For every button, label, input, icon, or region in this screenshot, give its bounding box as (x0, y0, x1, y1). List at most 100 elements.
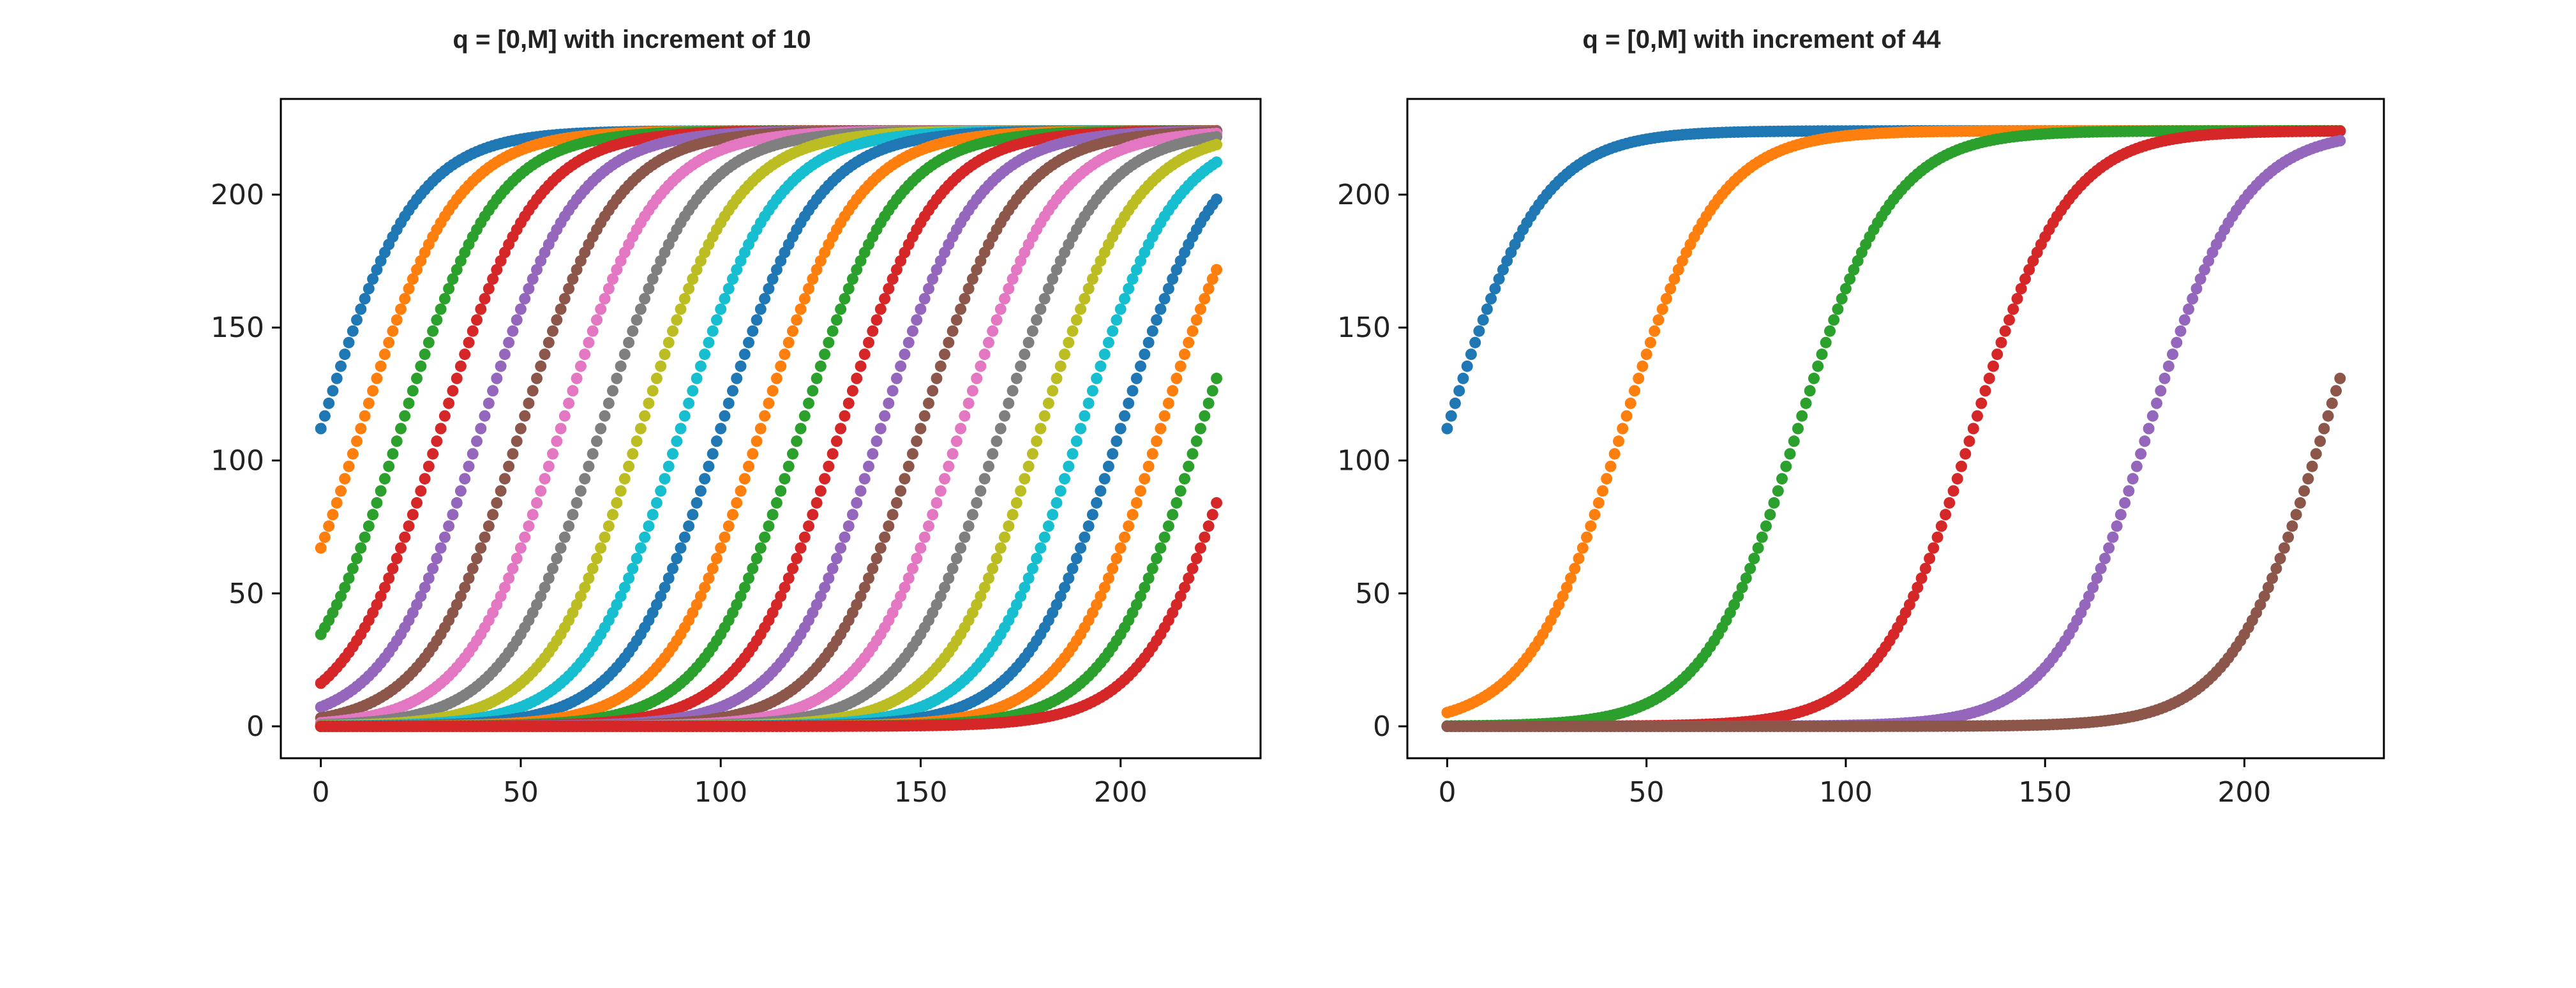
data-point (719, 531, 731, 543)
data-point (923, 397, 934, 409)
data-point (431, 553, 443, 564)
data-point (574, 485, 587, 497)
data-point (503, 572, 515, 584)
data-point (539, 348, 551, 361)
data-point (1211, 138, 1223, 151)
data-point (479, 410, 491, 422)
data-point (918, 531, 931, 543)
data-point (950, 314, 962, 326)
data-point (571, 372, 583, 384)
data-point (555, 303, 567, 315)
data-point (615, 590, 627, 603)
data-point (359, 293, 371, 304)
data-point (791, 314, 803, 326)
data-point (779, 581, 791, 594)
data-point (631, 553, 643, 564)
data-point (634, 303, 647, 315)
data-point (615, 485, 627, 497)
data-point (631, 314, 643, 326)
data-point (1003, 520, 1015, 532)
data-point (571, 264, 583, 276)
data-point (803, 283, 814, 295)
data-point (754, 303, 767, 315)
data-point (902, 336, 915, 348)
data-point (419, 348, 431, 361)
data-point (323, 397, 335, 409)
data-point (335, 360, 347, 372)
data-point (827, 325, 839, 337)
data-point (814, 485, 827, 497)
data-point (1127, 509, 1139, 521)
data-point (835, 423, 847, 435)
data-point (846, 509, 858, 521)
data-point (950, 553, 962, 564)
data-point (411, 372, 423, 384)
data-point (647, 273, 659, 285)
data-point (871, 553, 883, 564)
data-point (1075, 303, 1087, 315)
data-point (934, 590, 947, 603)
data-point (798, 410, 811, 422)
data-point (359, 531, 371, 543)
data-point (743, 572, 754, 584)
data-point (1211, 264, 1223, 276)
series-19 (315, 138, 1223, 732)
data-point (1130, 497, 1142, 509)
data-point (1107, 448, 1119, 460)
data-point (1171, 372, 1183, 384)
data-point (463, 572, 475, 584)
data-point (523, 397, 535, 409)
data-point (511, 435, 523, 447)
data-point (454, 485, 467, 497)
data-point (659, 473, 671, 485)
data-point (663, 336, 675, 348)
data-point (1195, 303, 1206, 315)
data-point (991, 553, 1003, 564)
data-point (607, 509, 618, 521)
data-point (387, 325, 399, 337)
data-point (966, 273, 978, 285)
data-point (803, 520, 814, 532)
data-point (987, 562, 999, 574)
data-point (959, 531, 971, 543)
data-point (731, 372, 743, 384)
data-point (807, 273, 819, 285)
data-point (634, 542, 647, 554)
data-point (643, 520, 655, 532)
data-point (643, 397, 655, 409)
data-point (498, 348, 511, 361)
data-point (1026, 325, 1038, 337)
data-point (438, 293, 451, 304)
data-point (971, 372, 983, 384)
data-point (906, 562, 918, 574)
data-point (991, 314, 1003, 326)
data-point (391, 435, 403, 447)
data-point (563, 397, 575, 409)
data-point (363, 397, 375, 409)
data-point (531, 372, 543, 384)
data-point (791, 553, 803, 564)
data-point (454, 590, 467, 603)
data-point (787, 448, 798, 460)
data-point (823, 572, 835, 584)
data-point (1003, 397, 1015, 409)
data-point (1179, 348, 1190, 361)
data-point (471, 553, 483, 564)
data-point (459, 581, 471, 594)
data-point (574, 360, 587, 372)
data-point (487, 509, 499, 521)
data-point (959, 293, 971, 304)
data-point (531, 264, 543, 276)
data-point (511, 314, 523, 326)
data-point (535, 485, 547, 497)
data-point (599, 410, 611, 422)
data-point (707, 562, 719, 574)
data-point (318, 531, 331, 543)
data-point (667, 325, 678, 337)
data-point (411, 497, 423, 509)
data-point (1042, 397, 1054, 409)
data-point (315, 542, 327, 554)
data-point (1070, 553, 1082, 564)
data-point (1042, 283, 1054, 295)
